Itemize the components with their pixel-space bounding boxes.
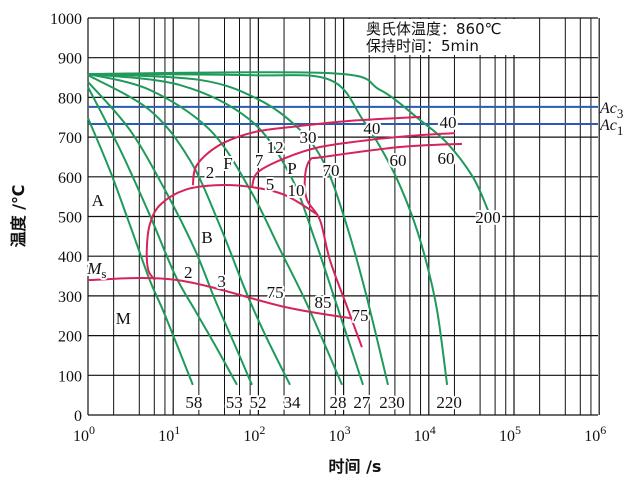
- curve-annotation: 220: [436, 393, 462, 412]
- cooling-curve: [87, 72, 449, 385]
- ms-label-subscript: s: [101, 266, 106, 281]
- x-tick-label: 103: [329, 423, 351, 445]
- reference-line-subscript: 3: [617, 106, 624, 121]
- y-tick-label: 900: [58, 51, 82, 68]
- curve-annotation: 5: [266, 175, 275, 194]
- x-tick-exponent: 6: [600, 423, 606, 437]
- phase-label: A: [92, 191, 105, 210]
- curve-annotation: 85: [314, 293, 331, 312]
- phase-label: P: [287, 159, 296, 178]
- curve-annotation: 2: [206, 163, 215, 182]
- y-tick-label: 0: [74, 408, 82, 425]
- x-tick-exponent: 1: [174, 423, 180, 437]
- curve-annotation: 30: [299, 128, 316, 147]
- curve-annotation: 60: [437, 149, 454, 168]
- note-background: [362, 19, 538, 55]
- martensite-start-curve: [87, 277, 351, 320]
- curve-annotation: 40: [363, 119, 380, 138]
- x-tick-exponent: 0: [89, 423, 95, 437]
- curve-annotation: 3: [217, 272, 226, 291]
- condition-note: 保持时间：5min: [366, 37, 479, 55]
- curve-annotation: 53: [226, 393, 243, 412]
- cooling-curve: [87, 73, 343, 386]
- cooling-curve: [87, 72, 364, 386]
- condition-note: 奥氏体温度：860℃: [366, 20, 501, 38]
- curve-annotation: 70: [322, 161, 339, 180]
- curve-annotation: 75: [267, 283, 284, 302]
- reference-line-label: Ac1: [599, 117, 623, 138]
- curve-annotation: 58: [185, 393, 202, 412]
- curve-annotation: 10: [287, 181, 304, 200]
- phase-label: M: [116, 309, 131, 328]
- phase-label: B: [201, 228, 212, 247]
- curve-annotation: 75: [352, 306, 369, 325]
- y-tick-label: 800: [58, 90, 82, 107]
- cooling-curve: [87, 81, 253, 386]
- curve-annotation: 52: [250, 393, 267, 412]
- grid: [87, 17, 600, 416]
- x-tick-exponent: 3: [345, 423, 351, 437]
- ferrite-start-curve: [191, 115, 421, 186]
- cooling-curve: [87, 72, 389, 386]
- y-tick-label: 200: [58, 329, 82, 346]
- bainite-start-curve: [145, 184, 319, 281]
- curve-annotation: 40: [439, 113, 456, 132]
- curve-annotation: 230: [379, 393, 405, 412]
- x-tick-exponent: 2: [259, 423, 265, 437]
- y-tick-label: 700: [58, 130, 82, 147]
- reference-line-label: Ac3: [599, 100, 623, 121]
- curve-annotation: 200: [475, 208, 501, 227]
- phase-label: F: [223, 154, 232, 173]
- cooling-curve: [87, 74, 291, 386]
- pearlite-start-curve: [250, 132, 456, 188]
- x-tick-label: 100: [73, 423, 95, 445]
- y-tick-label: 100: [58, 368, 82, 385]
- curve-annotation: 34: [284, 393, 302, 412]
- y-tick-label: 1000: [50, 11, 82, 28]
- x-tick-exponent: 5: [515, 423, 521, 437]
- x-tick-label: 106: [584, 423, 606, 445]
- pearlite-finish-curve: [303, 142, 463, 348]
- y-tick-label: 300: [58, 289, 82, 306]
- curve-annotation: 27: [353, 393, 371, 412]
- transformation-curves: [87, 115, 463, 348]
- y-axis-title: 温度 /℃: [9, 185, 28, 249]
- x-axis-title: 时间 /s: [329, 457, 382, 476]
- cooling-curve: [87, 86, 238, 386]
- x-tick-label: 104: [414, 423, 436, 445]
- cooling-curves: [87, 71, 489, 386]
- ms-label: Ms: [86, 259, 106, 281]
- x-tick-label: 105: [499, 423, 521, 445]
- curve-annotation: 2: [184, 263, 193, 282]
- cooling-curve: [87, 71, 489, 211]
- y-tick-label: 400: [58, 249, 82, 266]
- reference-line-subscript: 1: [617, 123, 624, 138]
- x-tick-label: 102: [243, 423, 265, 445]
- curve-annotation: 12: [267, 138, 284, 157]
- y-tick-label: 600: [58, 170, 82, 187]
- x-tick-label: 101: [158, 423, 180, 445]
- cooling-curve: [87, 117, 194, 386]
- x-tick-exponent: 4: [430, 423, 436, 437]
- y-tick-label: 500: [58, 210, 82, 227]
- curve-annotation: 60: [389, 151, 406, 170]
- curve-annotation: 28: [330, 393, 347, 412]
- curve-annotation: 7: [255, 151, 264, 170]
